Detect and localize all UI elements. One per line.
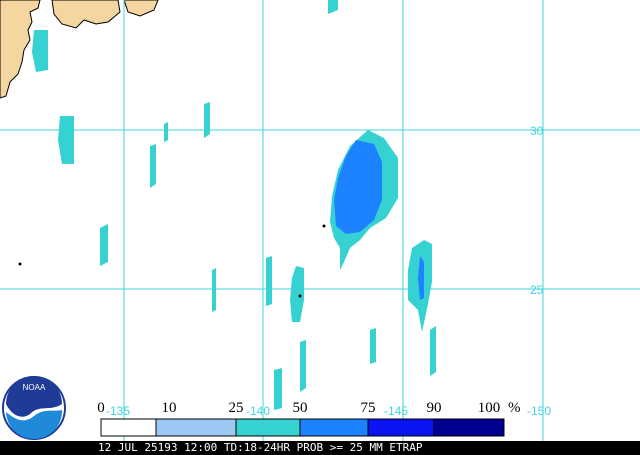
small-dot-2 [18, 262, 22, 266]
land-area [0, 0, 159, 99]
prob-area-west-2 [150, 144, 156, 188]
prob-area-coast [32, 30, 48, 72]
legend-swatch-10-25 [155, 418, 237, 437]
prob-area-streak-2 [266, 256, 272, 306]
prob-area-streak-4 [430, 326, 436, 376]
noaa-logo: NOAA [2, 376, 66, 440]
legend-label-90: 90 [426, 400, 442, 416]
legend-label-0: 0 [97, 400, 105, 416]
latitude-label-25: 25 [530, 283, 544, 297]
legend-swatch-0-10 [100, 418, 157, 437]
longitude-label-150: -150 [527, 404, 552, 418]
land-mass-main [0, 0, 41, 99]
legend-label-75: 75 [360, 400, 376, 416]
probability-shading [18, 0, 436, 410]
prob-area-streak-6 [212, 268, 216, 312]
prob-area-top [328, 0, 338, 14]
grid-lines [0, 0, 640, 441]
prob-area-streak-3 [300, 340, 306, 392]
noaa-logo-text: NOAA [23, 383, 46, 392]
legend-colorbar [100, 418, 505, 437]
legend-swatch-90-100 [433, 418, 505, 437]
longitude-label-140: -140 [246, 404, 271, 418]
legend-label-25: 25 [228, 400, 244, 416]
longitude-label-145: -145 [384, 404, 409, 418]
legend-swatch-50-75 [299, 418, 369, 437]
legend-label-10: 10 [161, 400, 177, 416]
prob-area-streak-1 [204, 102, 210, 138]
noaa-logo-sky [6, 376, 62, 417]
legend-swatch-75-90 [367, 418, 435, 437]
prob-area-streak-7 [164, 122, 168, 142]
status-bar [0, 441, 640, 455]
latitude-label-30: 30 [530, 124, 544, 138]
prob-area-streak-8 [370, 328, 376, 364]
legend-label-50: 50 [292, 400, 308, 416]
noaa-logo-wave [6, 410, 63, 440]
prob-area-25-50-south [290, 266, 304, 322]
status-line: 12 JUL 25193 12:00 TD:18-24HR PROB >= 25… [98, 441, 423, 454]
legend-label-100: 100 [477, 400, 501, 416]
prob-area-50-75-main [334, 140, 382, 234]
land-island-2 [123, 0, 159, 17]
prob-area-west-1 [58, 116, 74, 164]
prob-area-streak-5 [274, 368, 282, 410]
prob-area-50-75-east [418, 256, 424, 300]
prob-area-west-3 [100, 224, 108, 266]
legend-unit: % [508, 400, 521, 416]
small-dot-1 [322, 224, 326, 228]
land-island-1 [51, 0, 121, 29]
legend-swatch-25-50 [235, 418, 301, 437]
longitude-label-135: -135 [106, 404, 131, 418]
small-dot-3 [298, 294, 302, 298]
